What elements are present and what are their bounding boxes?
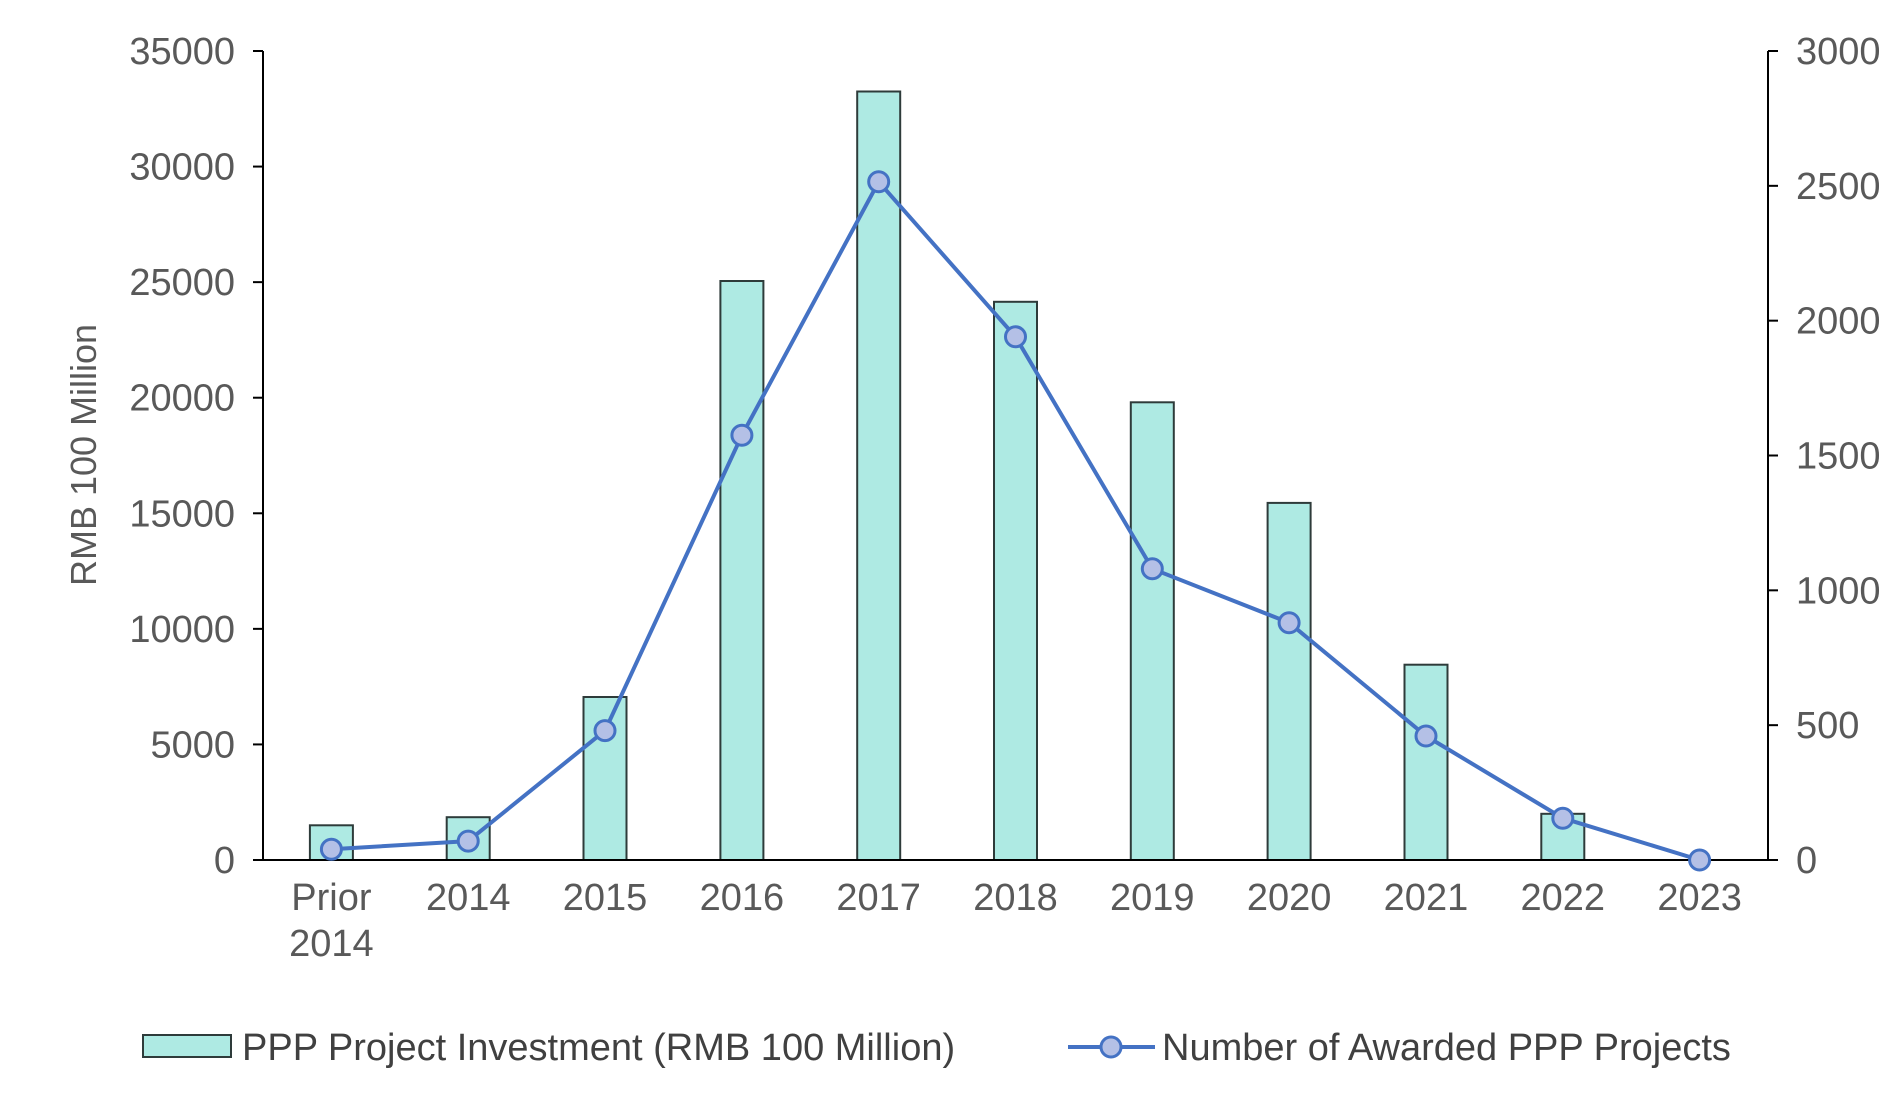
ticks-group: 0 5000 10000 15000 20000 25000 30000 35000 0 500 1… [129, 31, 1880, 965]
line-point-prior-2014 [319, 837, 343, 861]
y-right-tick-label: 0 [1796, 840, 1817, 882]
line-point-2019 [1140, 557, 1164, 581]
legend-swatch-investment [142, 1034, 232, 1058]
x-tick-label: 2022 [1520, 877, 1605, 919]
y-left-tick-label: 20000 [129, 378, 235, 420]
x-tick-label-line: 2023 [1657, 877, 1742, 919]
line-point-2017 [867, 170, 891, 194]
x-tick-label-line: 2014 [289, 923, 374, 965]
y-left-tick-label: 0 [214, 840, 235, 882]
bar-2020 [1266, 501, 1312, 861]
y-right-tick-label: 1000 [1796, 570, 1881, 612]
x-tick-label-line: 2020 [1247, 877, 1332, 919]
x-tick-label-line: 2017 [836, 877, 921, 919]
x-tick-label: 2016 [700, 877, 785, 919]
y-right-tick-label: 2000 [1796, 301, 1881, 343]
x-tick-label: 2020 [1247, 877, 1332, 919]
x-tick-label-line: 2021 [1384, 877, 1469, 919]
x-tick-label-line: 2019 [1110, 877, 1195, 919]
y-left-tick-label: 15000 [129, 493, 235, 535]
y-left-tick-label: 5000 [150, 724, 235, 766]
y-right-tick-label: 3000 [1796, 31, 1881, 73]
line-point-2018 [1004, 325, 1027, 349]
x-tick-label-line: 2015 [563, 877, 648, 919]
y-right-tick-label: 500 [1796, 705, 1859, 747]
bar-2018 [993, 300, 1038, 861]
line-point-2023 [1688, 848, 1712, 872]
y-left-tick-label: 30000 [129, 147, 235, 189]
bar-2021 [1403, 663, 1449, 862]
bars-group [308, 90, 1586, 862]
x-tick-label-line: 2022 [1520, 877, 1605, 919]
y-axis-title: RMB 100 Million [63, 324, 104, 586]
line-point-2020 [1277, 611, 1301, 635]
x-tick-label: 2019 [1110, 877, 1195, 919]
y-right-tick-label: 2500 [1796, 166, 1881, 208]
legend-label-investment: PPP Project Investment (RMB 100 Million) [242, 1027, 955, 1069]
x-tick-label: Prior 2014 [289, 877, 374, 965]
x-tick-label-line: 2014 [426, 877, 511, 919]
x-tick-label-line: 2016 [700, 877, 785, 919]
y-left-tick-label: 10000 [129, 609, 235, 651]
x-tick-label: 2021 [1384, 877, 1469, 919]
bar-2017 [856, 90, 902, 861]
bar-2016 [719, 280, 765, 861]
line-point-2016 [730, 423, 754, 447]
legend-swatch-marker-projects [1099, 1035, 1123, 1059]
x-tick-label: 2017 [836, 877, 921, 919]
y-left-tick-label: 25000 [129, 262, 235, 304]
line-point-2015 [593, 719, 617, 743]
x-tick-label-line: 2018 [973, 877, 1058, 919]
x-tick-label: 2018 [973, 877, 1058, 919]
x-tick-label: 2023 [1657, 877, 1742, 919]
legend: PPP Project Investment (RMB 100 Million)… [142, 1027, 1731, 1069]
line-series-group [319, 170, 1712, 872]
line-point-2021 [1414, 724, 1438, 748]
line-point-2022 [1551, 806, 1575, 830]
line-point-2014 [456, 829, 480, 853]
y-right-tick-label: 1500 [1796, 436, 1881, 478]
y-left-tick-label: 35000 [129, 31, 235, 73]
bar-2019 [1129, 401, 1175, 861]
x-tick-label: 2014 [426, 877, 511, 919]
x-tick-label-line: Prior [291, 877, 372, 919]
x-tick-label: 2015 [563, 877, 648, 919]
legend-label-projects: Number of Awarded PPP Projects [1162, 1027, 1731, 1069]
